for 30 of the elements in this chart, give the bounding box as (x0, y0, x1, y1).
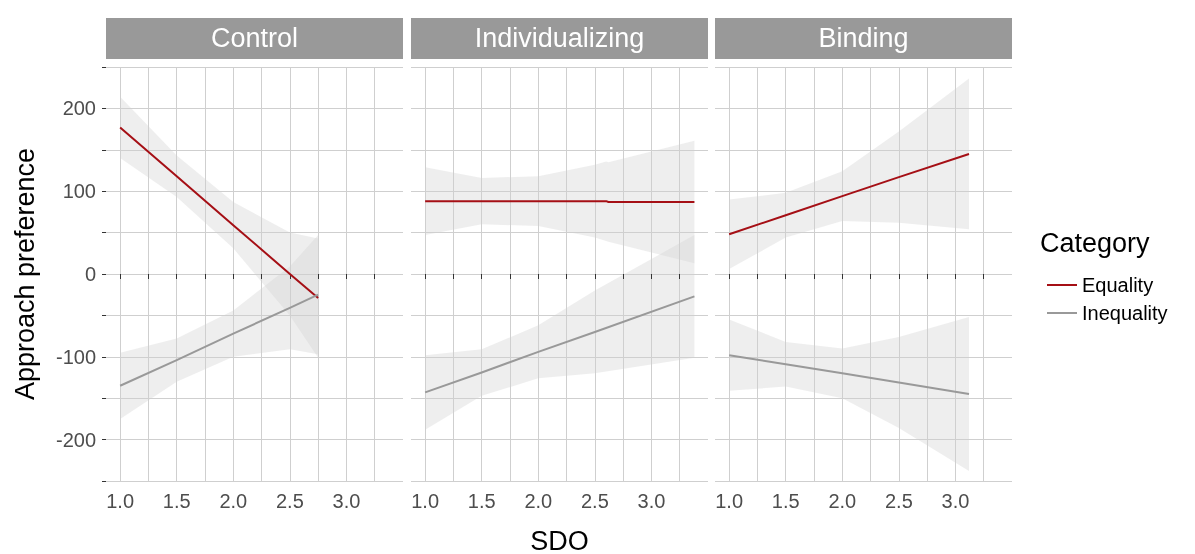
y-axis-title: Approach preference (9, 147, 40, 401)
x-tick-label: 2.5 (884, 490, 913, 512)
x-tick-label: 2.5 (275, 490, 304, 512)
y-tick-label: -200 (55, 428, 96, 451)
legend-title: Category (1040, 228, 1151, 258)
line-series (119, 293, 320, 387)
x-tick-label: 3.0 (637, 490, 666, 512)
y-tick-label: -100 (55, 345, 96, 368)
x-tick-label: 1.5 (467, 490, 496, 512)
x-tick-label: 3.0 (332, 490, 361, 512)
x-tick-label: 1.0 (411, 490, 440, 512)
x-tick-label: 2.0 (524, 490, 553, 512)
x-axis-title: SDO (530, 526, 589, 554)
chart-title: Individualizing (474, 23, 645, 53)
line-series (119, 126, 320, 300)
y-tick-label: 0 (84, 263, 96, 285)
chart-title: Control (210, 23, 299, 53)
x-tick-label: 1.0 (106, 490, 135, 512)
x-tick-label: 2.0 (828, 490, 857, 512)
x-tick-label: 1.0 (715, 490, 744, 512)
y-tick-label: 100 (62, 180, 96, 203)
legend-label: Equality (1082, 274, 1154, 296)
legend-label: Inequality (1082, 302, 1168, 324)
x-tick-label: 2.5 (580, 490, 609, 512)
y-tick-label: 200 (62, 97, 96, 120)
x-tick-label: 1.5 (771, 490, 800, 512)
x-tick-label: 2.0 (219, 490, 248, 512)
chart-title: Binding (818, 23, 909, 53)
x-tick-label: 3.0 (941, 490, 970, 512)
x-tick-label: 1.5 (162, 490, 191, 512)
